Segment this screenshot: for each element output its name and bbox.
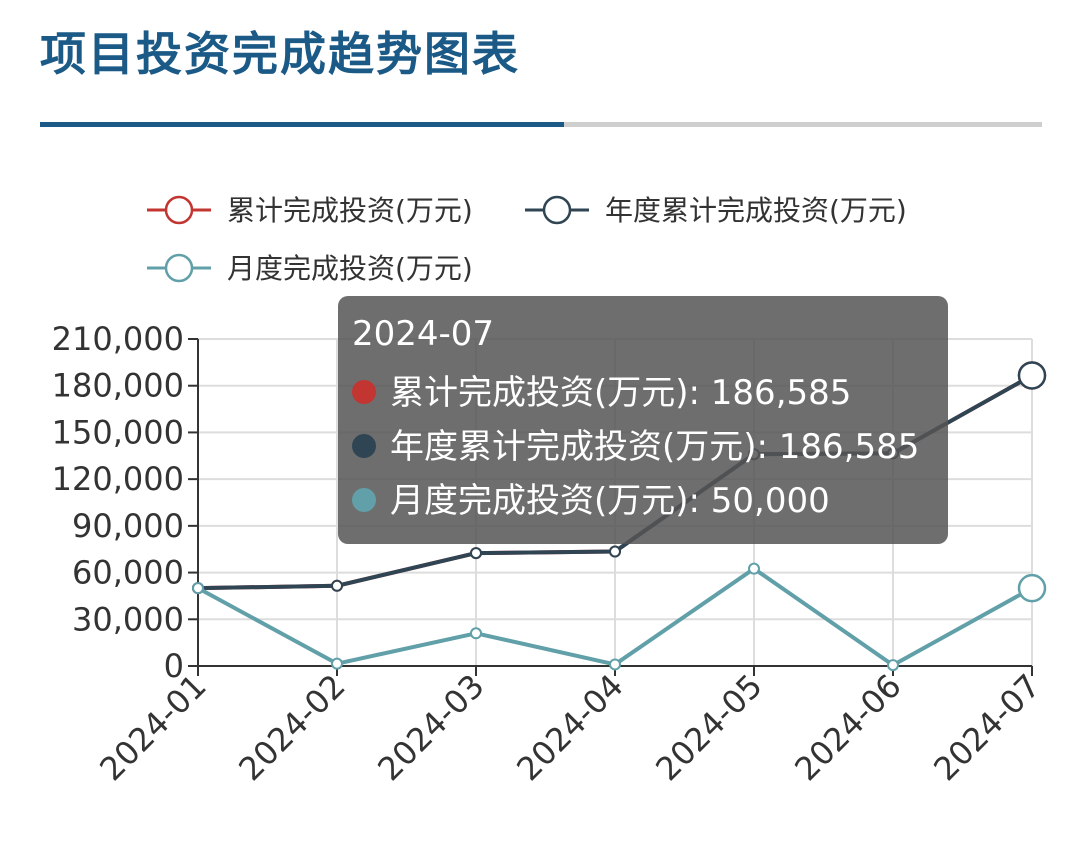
- tooltip-dot-icon: [352, 487, 376, 512]
- tooltip-value: 50,000: [710, 481, 830, 521]
- title-divider-accent: [40, 122, 564, 127]
- x-tick-label: 2024-03: [370, 667, 491, 788]
- tooltip-label: 年度累计完成投资(万元): [390, 427, 757, 467]
- y-tick-label: 120,000: [52, 460, 184, 498]
- tooltip-dot-icon: [352, 379, 376, 404]
- x-tick-label: 2024-02: [231, 667, 352, 788]
- legend-item-0[interactable]: 累计完成投资(万元): [147, 194, 473, 227]
- legend-marker-icon: [164, 195, 194, 225]
- page-title: 项目投资完成趋势图表: [40, 27, 520, 81]
- data-point: [470, 627, 482, 640]
- tooltip-value: 186,585: [778, 427, 920, 467]
- tooltip-category: 2024-07: [352, 314, 495, 354]
- y-tick-label: 150,000: [52, 413, 184, 451]
- tooltip-label: 累计完成投资(万元): [390, 373, 689, 413]
- y-tick-label: 90,000: [72, 507, 184, 545]
- y-tick-label: 60,000: [72, 554, 184, 592]
- data-point: [470, 547, 482, 560]
- legend-label: 累计完成投资(万元): [227, 194, 473, 227]
- y-tick-label: 0: [164, 647, 184, 685]
- tooltip-row-monthly: 月度完成投资(万元): 50,000: [352, 474, 934, 528]
- legend-item-2[interactable]: 月度完成投资(万元): [147, 252, 473, 285]
- x-tick-label: 2024-04: [509, 667, 630, 788]
- y-tick-label: 180,000: [52, 367, 184, 405]
- chart-tooltip: 2024-07 累计完成投资(万元): 186,585 年度累计完成投资(万元)…: [338, 296, 948, 544]
- x-tick-label: 2024-01: [92, 667, 213, 788]
- tooltip-label: 月度完成投资(万元): [390, 481, 689, 521]
- data-point: [887, 659, 899, 672]
- legend-marker-icon: [164, 253, 194, 283]
- tooltip-dot-icon: [352, 433, 376, 458]
- tooltip-value: 186,585: [710, 373, 852, 413]
- legend[interactable]: 累计完成投资(万元) 年度累计完成投资(万元) 月度完成投资(万元): [147, 194, 907, 285]
- y-tick-label: 30,000: [72, 600, 184, 638]
- legend-label: 月度完成投资(万元): [227, 252, 473, 285]
- data-point: [609, 545, 621, 558]
- y-tick-label: 210,000: [52, 320, 184, 358]
- legend-label: 年度累计完成投资(万元): [605, 194, 907, 227]
- data-point: [1017, 361, 1047, 390]
- data-point: [1017, 573, 1047, 603]
- data-point: [609, 658, 621, 671]
- legend-marker-icon: [542, 195, 572, 225]
- data-point: [748, 562, 760, 575]
- data-point: [331, 657, 343, 670]
- data-point: [331, 579, 343, 592]
- legend-item-1[interactable]: 年度累计完成投资(万元): [525, 194, 907, 227]
- x-tick-label: 2024-05: [648, 667, 769, 788]
- data-point: [192, 582, 204, 595]
- x-tick-label: 2024-06: [787, 667, 908, 788]
- x-tick-label: 2024-07: [926, 667, 1047, 788]
- tooltip-row-annual-cumulative: 年度累计完成投资(万元): 186,585: [352, 420, 934, 474]
- tooltip-row-cumulative: 累计完成投资(万元): 186,585: [352, 366, 934, 420]
